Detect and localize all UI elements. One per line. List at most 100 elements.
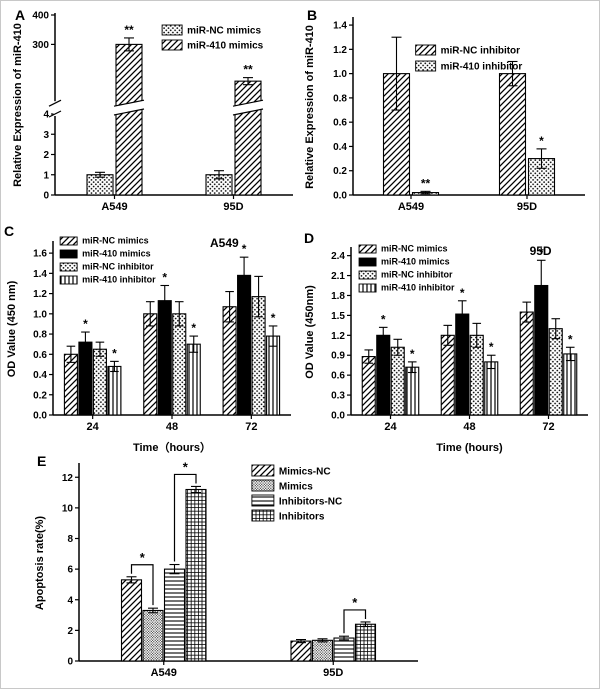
y-axis-label: Apoptosis rate(%): [34, 516, 46, 610]
legend-label: miR-410 inhibitor: [381, 283, 455, 293]
chart-text: 1.2: [333, 45, 347, 56]
legend-label: miR-410 mimics: [381, 257, 450, 267]
chart-text: 0: [67, 657, 73, 668]
legend-swatch: [415, 44, 437, 56]
chart-text: *: [242, 242, 247, 256]
legend-label: miR-NC inhibitor: [381, 270, 453, 280]
legend-swatch: [415, 60, 437, 72]
chart-text: *: [162, 270, 167, 284]
chart-text: 1.2: [331, 331, 345, 342]
bar: [142, 609, 164, 662]
panel-E-chart: 0 2 4 6 8 10 12 Apoptosis rate(%) A549 95D * * * Mimi…: [34, 459, 418, 679]
chart-text: 72: [542, 421, 554, 433]
y-axis-label: Relative Expression of miR-410: [12, 23, 24, 187]
bar: [120, 579, 143, 662]
chart-text: 24: [87, 421, 100, 433]
chart-text: 48: [166, 421, 178, 433]
chart-text: **: [124, 23, 134, 37]
chart-text: Time (hours): [436, 442, 503, 454]
legend-label: miR-NC inhibitor: [82, 262, 154, 272]
chart-text: 1.0: [33, 309, 47, 320]
chart-text: *: [539, 245, 544, 259]
legend-swatch: [358, 270, 377, 280]
bar: [172, 313, 187, 416]
chart-text: 1.4: [33, 269, 47, 280]
legend-label: miR-410 inhibitor: [441, 62, 523, 73]
y-axis-label: OD Value (450 nm): [6, 280, 18, 377]
chart-text: 300: [32, 40, 49, 51]
legend-swatch: [251, 494, 275, 507]
chart-text: 4: [67, 595, 73, 606]
chart-text: A549: [151, 667, 177, 679]
legend-label: miR-410 inhibitor: [82, 275, 156, 285]
bar: [163, 568, 186, 662]
chart-text: *: [460, 286, 465, 300]
legend-swatch: [59, 275, 78, 285]
chart-text: A549: [210, 236, 239, 250]
chart-text: 95D: [223, 201, 243, 213]
legend-swatch: [59, 236, 78, 246]
chart-text: 0: [43, 191, 49, 202]
chart-text: Time（hours）: [133, 441, 211, 454]
chart-text: 1.8: [331, 291, 345, 302]
bar: [405, 366, 420, 416]
legend-swatch: [161, 39, 183, 51]
bar: [63, 353, 78, 416]
legend-label: Inhibitors: [279, 512, 325, 523]
bar: [311, 639, 334, 662]
chart-text: 72: [245, 421, 257, 433]
chart-text: *: [191, 321, 196, 335]
chart-text: *: [568, 332, 573, 346]
legend-label: miR-410 mimics: [82, 249, 151, 259]
legend-label: miR-NC inhibitor: [441, 46, 521, 57]
chart-text: 0.3: [331, 391, 345, 402]
chart-text: 2.1: [331, 271, 345, 282]
panel-C-chart: 0.0 0.2 0.4 0.6 0.8 1.0 1.2 1.4 1.6 OD Value (450…: [6, 236, 291, 454]
bar: [185, 488, 207, 662]
chart-text: 0.0: [333, 191, 347, 202]
chart-text: 1.2: [33, 289, 47, 300]
chart-text: 1: [43, 170, 49, 181]
chart-text: 6: [67, 565, 73, 576]
chart-text: A549: [101, 201, 127, 213]
bar: [290, 640, 312, 662]
chart-text: *: [539, 134, 544, 148]
bar: [354, 623, 377, 662]
legend-label: miR-NC mimics: [381, 244, 448, 254]
chart-text: **: [243, 63, 253, 77]
chart-text: 48: [463, 421, 475, 433]
chart-text: 0.9: [331, 351, 345, 362]
chart-text: 1.0: [333, 69, 347, 80]
bar: [237, 274, 252, 416]
legend-swatch: [251, 464, 275, 477]
chart-text: 0.2: [33, 390, 47, 401]
chart-text: 0.8: [333, 93, 347, 104]
chart-text: 0.6: [331, 371, 345, 382]
chart-text: 0.8: [33, 330, 47, 341]
chart-text: 95D: [323, 667, 343, 679]
bar: [376, 334, 391, 416]
legend-label: Mimics-NC: [279, 467, 331, 478]
chart-text: 1.5: [331, 311, 345, 322]
chart-text: 12: [62, 473, 74, 484]
bar: [548, 328, 563, 416]
chart-text: 0.6: [333, 118, 347, 129]
y-axis-label: OD Value (450nm): [304, 285, 316, 379]
chart-text: 0.2: [333, 166, 347, 177]
chart-text: 2: [43, 150, 49, 161]
legend-swatch: [59, 249, 78, 259]
chart-text: 1.6: [33, 249, 47, 260]
legend-swatch: [358, 283, 377, 293]
chart-text: *: [489, 340, 494, 354]
panel-label-D: D: [304, 230, 315, 246]
bar: [78, 341, 93, 416]
bar: [519, 311, 534, 416]
legend-swatch: [251, 509, 275, 522]
bar: [186, 343, 201, 416]
bar: [92, 348, 107, 416]
chart-text: 0.6: [33, 350, 47, 361]
bar: [222, 306, 237, 416]
panel-label-C: C: [4, 223, 15, 239]
bar: [498, 73, 527, 196]
